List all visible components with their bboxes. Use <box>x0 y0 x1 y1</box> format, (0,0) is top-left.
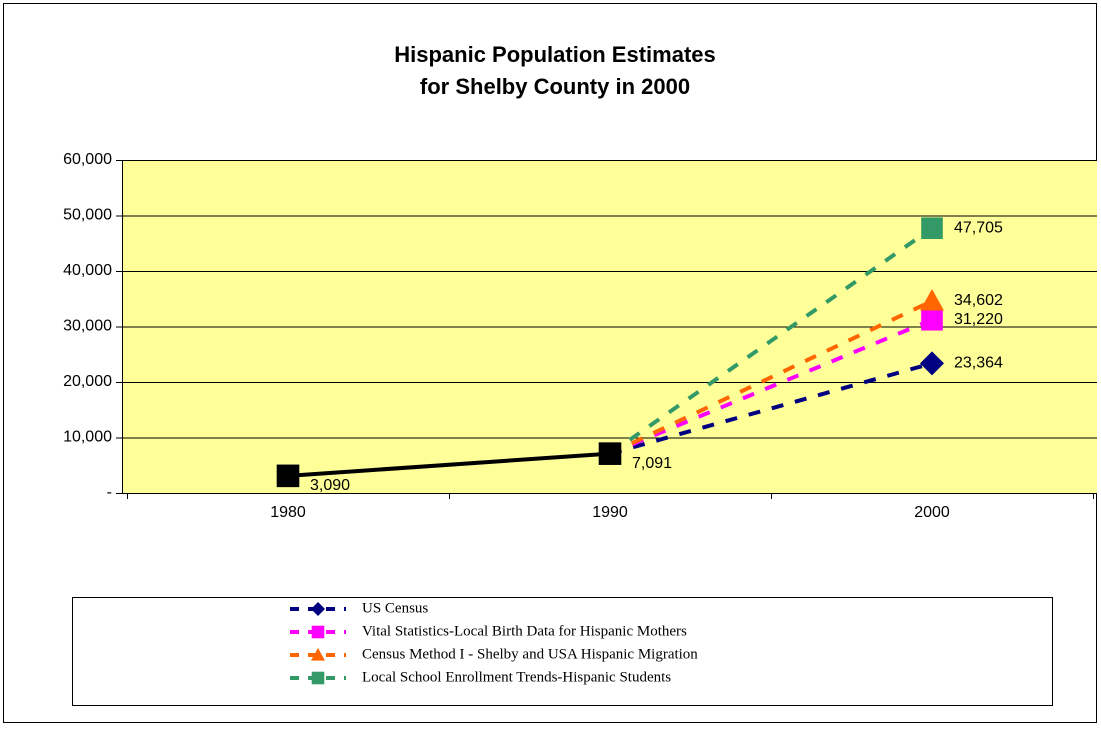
y-tick-label: 50,000 <box>63 207 112 224</box>
value-label: 34,602 <box>954 292 1003 309</box>
y-tick-label: - <box>107 484 112 501</box>
marker <box>921 217 943 240</box>
series-line <box>609 317 933 456</box>
y-tick-label: 60,000 <box>63 151 112 168</box>
marker <box>920 351 944 376</box>
chart-title: for Shelby County in 2000 <box>420 74 690 99</box>
legend-marker <box>311 625 325 639</box>
legend-label: US Census <box>362 600 428 616</box>
series-line <box>608 226 934 456</box>
marker <box>598 442 622 465</box>
legend-label: Local School Enrollment Trends-Hispanic … <box>362 669 671 685</box>
value-label: 47,705 <box>954 219 1003 236</box>
chart-title: Hispanic Population Estimates <box>394 42 716 67</box>
marker <box>920 288 944 311</box>
legend-label: Vital Statistics-Local Birth Data for Hi… <box>362 623 687 639</box>
y-tick-label: 40,000 <box>63 262 112 279</box>
series-line <box>287 451 611 478</box>
y-tick-label: 30,000 <box>63 318 112 335</box>
value-label: 3,090 <box>310 477 350 494</box>
x-tick-label: 1990 <box>592 504 628 521</box>
x-tick-label: 2000 <box>914 504 950 521</box>
y-tick-label: 10,000 <box>63 429 112 446</box>
legend-marker <box>311 648 325 661</box>
legend-marker <box>311 602 325 616</box>
marker <box>921 308 943 331</box>
legend-marker <box>311 671 325 685</box>
x-tick-label: 1980 <box>270 504 306 521</box>
y-tick-label: 20,000 <box>63 373 112 390</box>
series-line <box>609 299 933 456</box>
marker <box>276 464 300 488</box>
value-label: 23,364 <box>954 355 1003 372</box>
value-label: 31,220 <box>954 311 1003 328</box>
legend-box <box>72 597 1053 706</box>
value-label: 7,091 <box>632 455 672 472</box>
series-line <box>609 361 933 456</box>
legend-label: Census Method I - Shelby and USA Hispani… <box>362 646 698 662</box>
